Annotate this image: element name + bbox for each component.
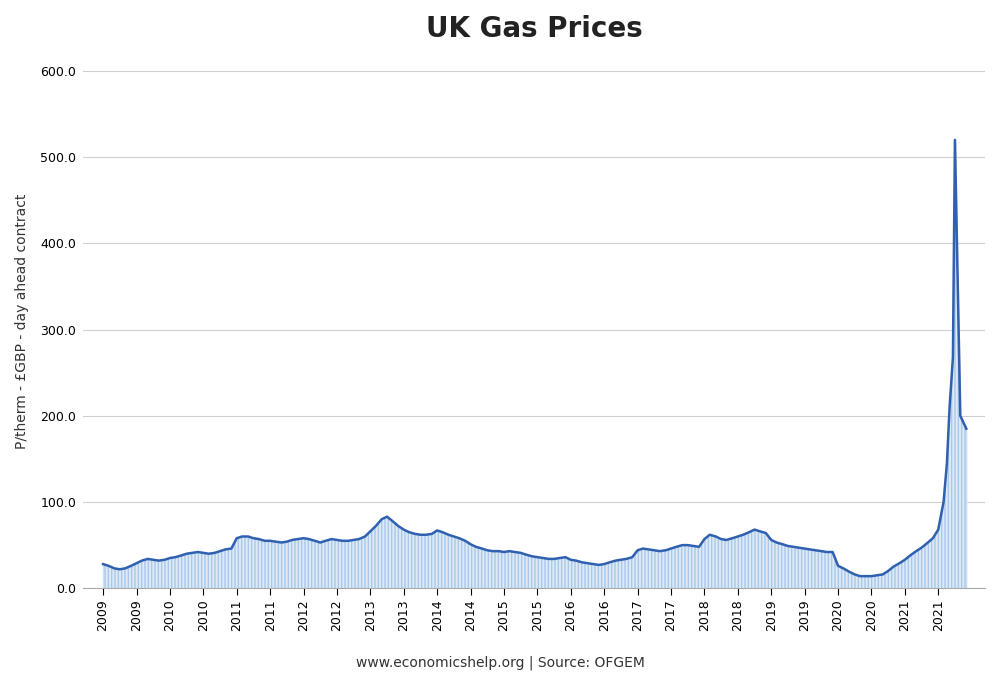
Title: UK Gas Prices: UK Gas Prices	[426, 15, 642, 43]
Y-axis label: P/therm - £GBP - day ahead contract: P/therm - £GBP - day ahead contract	[15, 193, 29, 449]
Text: www.economicshelp.org | Source: OFGEM: www.economicshelp.org | Source: OFGEM	[356, 656, 644, 670]
